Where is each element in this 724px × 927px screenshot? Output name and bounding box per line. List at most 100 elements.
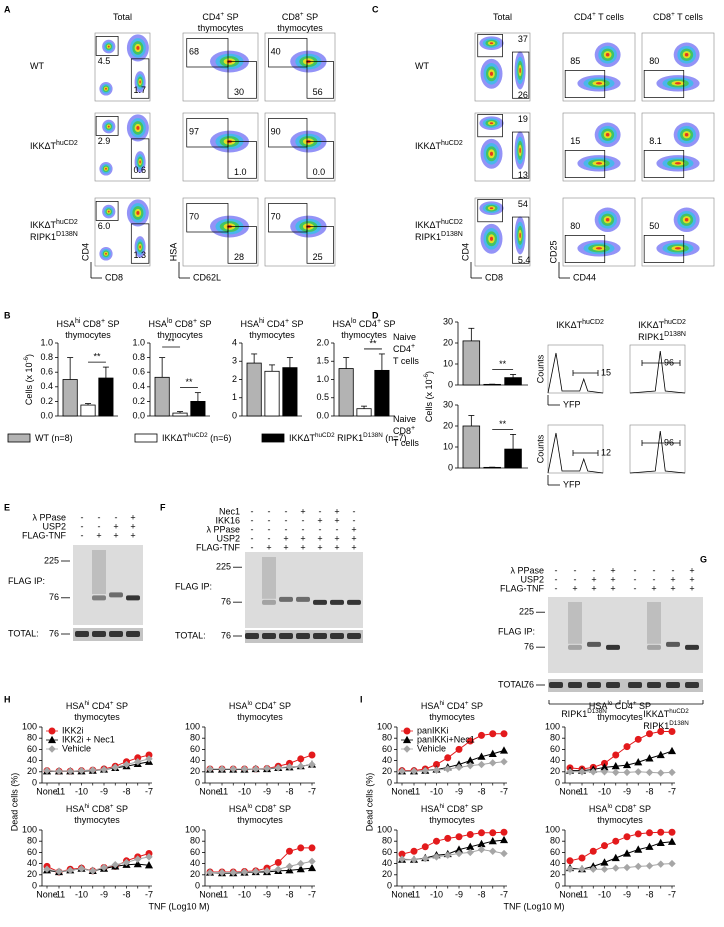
text-part: CD8 <box>80 319 101 329</box>
data-point <box>634 735 642 743</box>
legend-swatch <box>134 433 158 443</box>
blot <box>548 597 703 673</box>
condition-sign: - <box>319 506 322 516</box>
chart-title: thymocytes <box>157 330 203 340</box>
text-part: RIPK1 <box>561 709 587 719</box>
density <box>105 252 107 255</box>
data-point <box>634 845 643 853</box>
data-point <box>122 760 131 769</box>
x-tick-label: -11 <box>576 889 588 899</box>
series-line <box>570 863 673 870</box>
text-part: thymocytes <box>429 815 475 825</box>
data-point <box>307 863 317 872</box>
x-tick-label: -11 <box>408 786 420 796</box>
gate-percent: 25 <box>313 252 323 262</box>
condition-sign: - <box>251 524 254 534</box>
data-point <box>145 755 153 763</box>
data-point <box>308 760 316 769</box>
data-point <box>100 765 108 774</box>
y-tick-label: 80 <box>27 836 37 846</box>
y-tick-label: 0.8 <box>132 352 145 362</box>
blot-label: FLAG IP: <box>8 576 45 586</box>
series-line <box>569 841 673 870</box>
data-point <box>133 859 142 868</box>
axis-label: CD8 <box>105 272 123 282</box>
condition-sign: - <box>574 565 577 575</box>
condition-label: λ PPase <box>510 565 544 575</box>
row-label: CD8+ <box>393 425 415 436</box>
column-header: IKKΔThuCD2 <box>556 319 604 330</box>
data-point <box>296 864 305 873</box>
text-part: lo <box>607 803 612 810</box>
y-tick-label: 1.0 <box>40 337 53 347</box>
data-point <box>489 730 497 738</box>
data-point <box>286 847 293 855</box>
data-point <box>589 847 597 855</box>
text-part: huCD2 <box>669 708 689 715</box>
y-tick-label: 40 <box>27 755 37 765</box>
y-tick-label: 0.4 <box>40 381 53 391</box>
text-part: SP <box>277 701 292 711</box>
error-bar <box>194 392 201 402</box>
condition-sign: - <box>98 521 101 531</box>
data-point <box>410 767 418 775</box>
condition-sign: + <box>610 565 615 575</box>
gate <box>95 116 119 136</box>
axis-label: CD62L <box>193 272 221 282</box>
data-point <box>668 828 676 836</box>
chart-title: thymocytes <box>597 712 643 722</box>
data-point <box>466 761 474 770</box>
y-tick-label: 0.4 <box>132 381 145 391</box>
mw-marker: 76 <box>49 592 59 602</box>
data-point <box>668 727 676 735</box>
density <box>605 53 610 57</box>
data-point <box>478 731 485 739</box>
data-point <box>566 865 574 873</box>
y-tick-label: 80 <box>382 733 392 743</box>
data-point <box>274 858 282 866</box>
data-point <box>488 836 497 845</box>
condition-sign: - <box>98 512 101 522</box>
condition-sign: - <box>285 515 288 525</box>
band <box>606 644 620 650</box>
text-part: HSA <box>148 319 167 329</box>
smear <box>647 602 661 644</box>
y-tick-label: 40 <box>550 858 560 868</box>
band <box>75 631 89 637</box>
x-tick-label: None <box>391 889 413 899</box>
gate <box>95 36 119 56</box>
data-point <box>43 766 51 775</box>
text-part: lo <box>351 318 357 325</box>
text-part: Cells (x 10 <box>24 363 34 406</box>
gate <box>268 118 308 148</box>
density <box>595 82 603 85</box>
data-point <box>645 862 654 870</box>
band <box>347 633 361 639</box>
text-part: SP <box>469 701 484 711</box>
text-part: CD8 <box>172 319 193 329</box>
band <box>685 644 699 650</box>
y-tick-label: 60 <box>190 847 200 857</box>
data-point <box>297 844 305 852</box>
text-part: WT (n=8) <box>35 433 73 443</box>
condition-sign: - <box>672 565 675 575</box>
row-label: WT <box>30 61 44 71</box>
band <box>666 641 680 647</box>
error-bar <box>468 415 475 426</box>
y-tick-label: 100 <box>545 824 560 834</box>
text-part: + <box>671 11 675 18</box>
error-bar <box>468 327 475 341</box>
text-part: hi <box>84 700 89 707</box>
x-tick-label: -8 <box>645 786 653 796</box>
data-point <box>240 868 249 876</box>
bar <box>462 425 481 469</box>
hist-frame <box>629 424 686 474</box>
y-axis-label: Cells (x 10-6) <box>23 354 34 405</box>
data-point <box>218 868 226 877</box>
condition-sign: - <box>574 574 577 584</box>
text-part: SP <box>197 319 212 329</box>
x-tick-label: None <box>559 786 581 796</box>
y-tick-label: 0.0 <box>316 410 329 420</box>
gate <box>512 216 530 264</box>
bar <box>504 448 522 469</box>
